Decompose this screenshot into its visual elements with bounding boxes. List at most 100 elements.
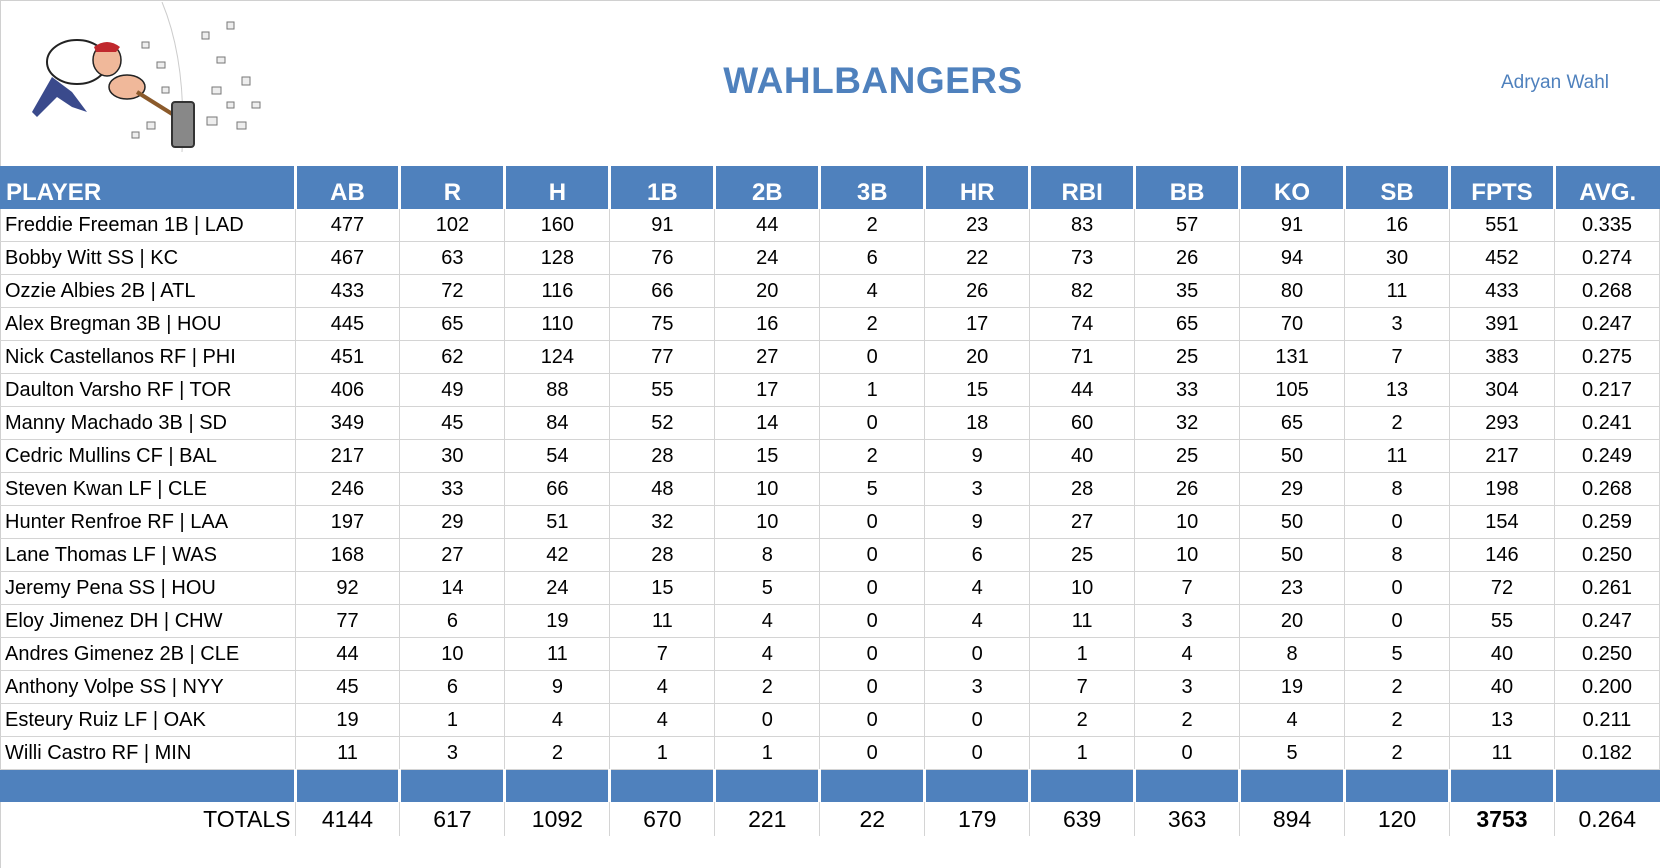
stat-cell[interactable]: 20 <box>1239 604 1346 638</box>
player-cell[interactable]: Freddie Freeman 1B | LAD <box>0 209 296 242</box>
column-header-avg[interactable]: AVG. <box>1552 166 1660 209</box>
stat-cell[interactable]: 30 <box>1344 241 1450 275</box>
stat-cell[interactable]: 10 <box>399 637 506 671</box>
stat-cell[interactable]: 0 <box>924 703 1031 737</box>
stat-cell[interactable]: 13 <box>1344 373 1450 407</box>
stat-cell[interactable]: 77 <box>294 604 401 638</box>
stat-cell[interactable]: 4 <box>504 703 611 737</box>
stat-cell[interactable]: 11 <box>1448 736 1555 770</box>
stat-cell[interactable]: 0.259 <box>1553 505 1660 539</box>
stat-cell[interactable]: 3 <box>399 736 506 770</box>
stat-cell[interactable]: 10 <box>1029 571 1136 605</box>
stat-cell[interactable]: 0.241 <box>1553 406 1660 440</box>
stat-cell[interactable]: 0 <box>1344 604 1450 638</box>
stat-cell[interactable]: 8 <box>1344 472 1450 506</box>
stat-cell[interactable]: 0.249 <box>1553 439 1660 473</box>
stat-cell[interactable]: 293 <box>1448 406 1555 440</box>
stat-cell[interactable]: 50 <box>1239 538 1346 572</box>
total-cell[interactable]: 639 <box>1029 802 1135 836</box>
stat-cell[interactable]: 7 <box>1344 340 1450 374</box>
stat-cell[interactable]: 54 <box>504 439 611 473</box>
stat-cell[interactable]: 72 <box>399 274 506 308</box>
stat-cell[interactable]: 0.247 <box>1553 604 1660 638</box>
stat-cell[interactable]: 467 <box>294 241 401 275</box>
stat-cell[interactable]: 32 <box>1134 406 1241 440</box>
stat-cell[interactable]: 92 <box>294 571 401 605</box>
stat-cell[interactable]: 6 <box>819 241 926 275</box>
player-cell[interactable]: Cedric Mullins CF | BAL <box>0 439 296 473</box>
stat-cell[interactable]: 4 <box>924 571 1031 605</box>
stat-cell[interactable]: 5 <box>1239 736 1346 770</box>
total-cell[interactable]: 0.264 <box>1553 802 1660 836</box>
stat-cell[interactable]: 198 <box>1448 472 1555 506</box>
stat-cell[interactable]: 433 <box>294 274 401 308</box>
stat-cell[interactable]: 29 <box>1239 472 1346 506</box>
stat-cell[interactable]: 25 <box>1134 439 1241 473</box>
stat-cell[interactable]: 52 <box>609 406 716 440</box>
stat-cell[interactable]: 3 <box>1134 670 1241 704</box>
stat-cell[interactable]: 0.268 <box>1553 472 1660 506</box>
stat-cell[interactable]: 66 <box>504 472 611 506</box>
stat-cell[interactable]: 29 <box>399 505 506 539</box>
blank-cell[interactable] <box>923 769 1030 802</box>
stat-cell[interactable]: 50 <box>1239 439 1346 473</box>
column-header-h[interactable]: H <box>503 166 610 209</box>
stat-cell[interactable]: 28 <box>609 439 716 473</box>
column-header-fpts[interactable]: FPTS <box>1447 166 1555 209</box>
player-cell[interactable]: Andres Gimenez 2B | CLE <box>0 637 296 671</box>
stat-cell[interactable]: 0.247 <box>1553 307 1660 341</box>
stat-cell[interactable]: 13 <box>1448 703 1555 737</box>
stat-cell[interactable]: 3 <box>1344 307 1450 341</box>
stat-cell[interactable]: 11 <box>609 604 716 638</box>
stat-cell[interactable]: 11 <box>294 736 401 770</box>
stat-cell[interactable]: 0 <box>819 736 926 770</box>
stat-cell[interactable]: 45 <box>399 406 506 440</box>
total-cell[interactable]: 120 <box>1344 802 1450 836</box>
player-cell[interactable]: Daulton Varsho RF | TOR <box>0 373 296 407</box>
stat-cell[interactable]: 0.268 <box>1553 274 1660 308</box>
stat-cell[interactable]: 28 <box>1029 472 1136 506</box>
stat-cell[interactable]: 60 <box>1029 406 1136 440</box>
stat-cell[interactable]: 0.211 <box>1553 703 1660 737</box>
stat-cell[interactable]: 551 <box>1448 209 1555 242</box>
stat-cell[interactable]: 62 <box>399 340 506 374</box>
stat-cell[interactable]: 35 <box>1134 274 1241 308</box>
stat-cell[interactable]: 4 <box>1134 637 1241 671</box>
stat-cell[interactable]: 5 <box>819 472 926 506</box>
stat-cell[interactable]: 15 <box>609 571 716 605</box>
stat-cell[interactable]: 0.182 <box>1553 736 1660 770</box>
stat-cell[interactable]: 76 <box>609 241 716 275</box>
stat-cell[interactable]: 7 <box>609 637 716 671</box>
blank-cell[interactable] <box>1343 769 1450 802</box>
blank-cell[interactable] <box>1552 769 1660 802</box>
stat-cell[interactable]: 4 <box>1239 703 1346 737</box>
column-header-r[interactable]: R <box>398 166 505 209</box>
stat-cell[interactable]: 2 <box>1029 703 1136 737</box>
stat-cell[interactable]: 83 <box>1029 209 1136 242</box>
stat-cell[interactable]: 0 <box>819 670 926 704</box>
stat-cell[interactable]: 0 <box>819 505 926 539</box>
stat-cell[interactable]: 146 <box>1448 538 1555 572</box>
stat-cell[interactable]: 8 <box>1239 637 1346 671</box>
stat-cell[interactable]: 0 <box>1344 505 1450 539</box>
stat-cell[interactable]: 72 <box>1448 571 1555 605</box>
stat-cell[interactable]: 477 <box>294 209 401 242</box>
stat-cell[interactable]: 14 <box>714 406 821 440</box>
stat-cell[interactable]: 77 <box>609 340 716 374</box>
stat-cell[interactable]: 10 <box>714 505 821 539</box>
stat-cell[interactable]: 55 <box>1448 604 1555 638</box>
stat-cell[interactable]: 102 <box>399 209 506 242</box>
stat-cell[interactable]: 44 <box>1029 373 1136 407</box>
stat-cell[interactable]: 20 <box>924 340 1031 374</box>
stat-cell[interactable]: 0.200 <box>1553 670 1660 704</box>
player-cell[interactable]: Bobby Witt SS | KC <box>0 241 296 275</box>
stat-cell[interactable]: 11 <box>1344 274 1450 308</box>
stat-cell[interactable]: 105 <box>1239 373 1346 407</box>
stat-cell[interactable]: 10 <box>714 472 821 506</box>
stat-cell[interactable]: 49 <box>399 373 506 407</box>
stat-cell[interactable]: 0.261 <box>1553 571 1660 605</box>
stat-cell[interactable]: 66 <box>609 274 716 308</box>
stat-cell[interactable]: 0 <box>819 703 926 737</box>
stat-cell[interactable]: 2 <box>1344 703 1450 737</box>
stat-cell[interactable]: 3 <box>924 670 1031 704</box>
